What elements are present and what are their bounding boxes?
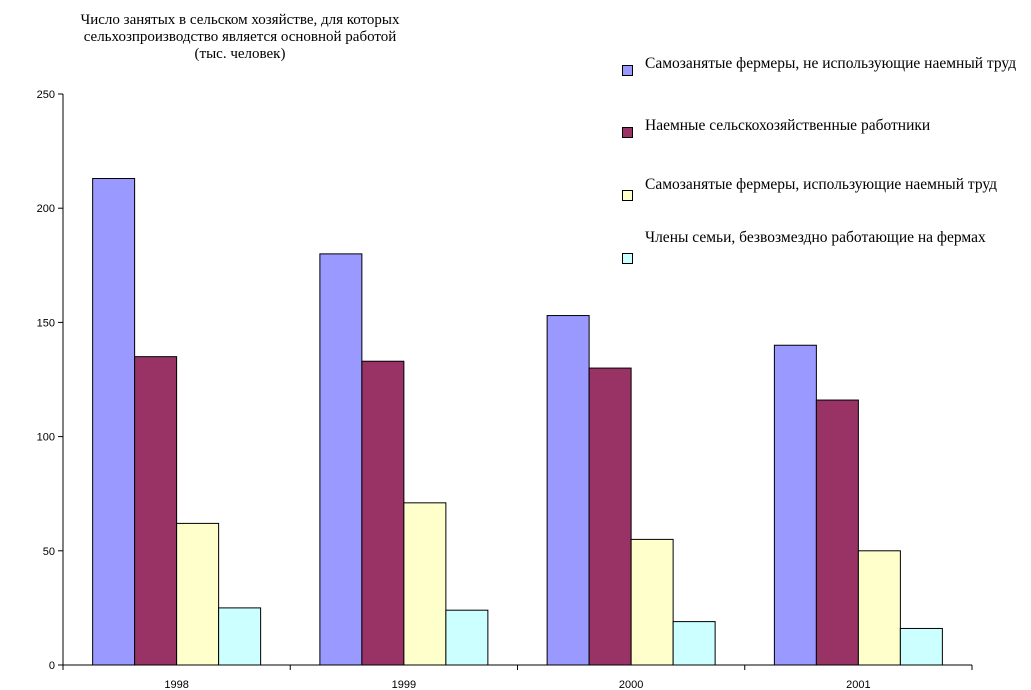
bar-1998-series-3 bbox=[176, 522, 220, 666]
axes-group: 0 50 100 150 200 250 1998 1999 2000 2001 bbox=[37, 89, 973, 690]
legend-label-1: Самозанятые фермеры, не использующие нае… bbox=[645, 55, 1017, 72]
x-tick-label-2000: 2000 bbox=[619, 679, 643, 690]
legend-swatch-3 bbox=[622, 190, 633, 201]
y-tick-label-150: 150 bbox=[37, 317, 55, 329]
bars-group bbox=[92, 178, 943, 666]
bar-1999-series-1 bbox=[319, 253, 363, 666]
bar-2001-series-1 bbox=[773, 344, 817, 666]
x-tick-label-2001: 2001 bbox=[846, 679, 870, 690]
y-tick-label-200: 200 bbox=[37, 203, 55, 215]
bar-2001-series-2 bbox=[815, 399, 859, 666]
chart-title-line-1: Число занятых в сельском хозяйстве, для … bbox=[80, 12, 400, 28]
x-tick-label-1999: 1999 bbox=[392, 679, 416, 690]
bar-1998-series-1 bbox=[92, 178, 136, 666]
chart-title-line-2: сельхозпроизводство является основной ра… bbox=[83, 29, 397, 45]
bar-1999-series-2 bbox=[361, 360, 405, 666]
bar-2000-series-3 bbox=[630, 538, 674, 666]
y-tick-label-100: 100 bbox=[37, 432, 55, 444]
y-tick-label-0: 0 bbox=[49, 660, 55, 672]
bar-1999-series-4 bbox=[445, 609, 489, 666]
y-tick-label-250: 250 bbox=[37, 89, 55, 101]
legend-label-3: Самозанятые фермеры, использующие наемны… bbox=[645, 176, 998, 193]
y-tick-label-50: 50 bbox=[43, 546, 55, 558]
bar-2001-series-4 bbox=[899, 627, 943, 666]
bar-1999-series-3 bbox=[403, 502, 447, 666]
bar-2000-series-4 bbox=[672, 621, 716, 666]
bar-2001-series-3 bbox=[857, 550, 901, 666]
bar-1998-series-4 bbox=[218, 607, 262, 666]
chart-title-line-3: (тыс. человек) bbox=[194, 46, 286, 62]
x-tick-label-1998: 1998 bbox=[164, 679, 188, 690]
legend-swatch-1 bbox=[622, 65, 633, 76]
legend-swatch-2 bbox=[622, 127, 633, 138]
chart-title: Число занятых в сельском хозяйстве, для … bbox=[0, 12, 480, 63]
bar-1998-series-2 bbox=[134, 356, 178, 666]
legend-label-2: Наемные сельскохозяйственные работники bbox=[645, 117, 931, 134]
legend-label-4: Члены семьи, безвозмездно работающие на … bbox=[645, 229, 986, 246]
bar-2000-series-2 bbox=[588, 367, 632, 666]
legend-swatch-4 bbox=[622, 253, 633, 264]
bar-2000-series-1 bbox=[546, 315, 590, 666]
